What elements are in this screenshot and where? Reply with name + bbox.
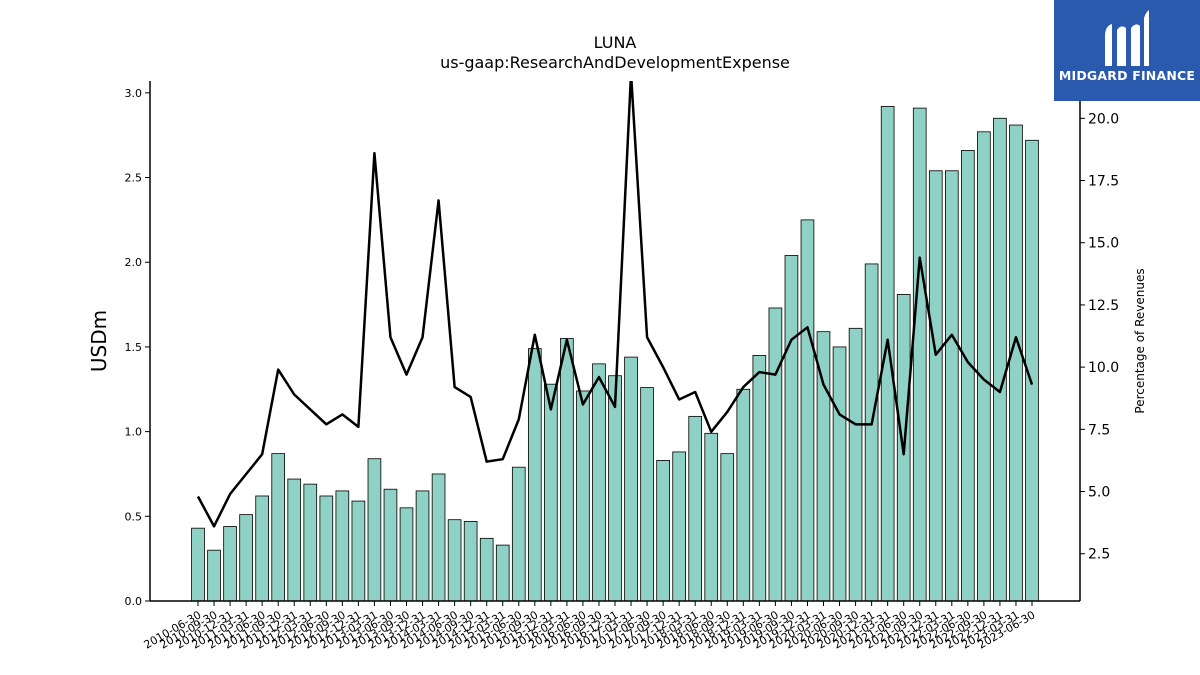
bar	[720, 453, 735, 602]
bar	[944, 170, 959, 602]
bar	[511, 466, 526, 602]
bar	[656, 460, 670, 602]
chart-title: LUNA	[594, 33, 637, 52]
bar	[624, 356, 638, 602]
x-ticks: 2010-06-302010-09-302010-12-312011-03-31…	[142, 601, 1038, 652]
y-axis-label-left: USDm	[87, 310, 111, 372]
y-right-tick-label: 20.0	[1088, 111, 1119, 127]
bar	[527, 348, 542, 602]
y-right-tick-label: 17.5	[1088, 174, 1119, 190]
bar	[544, 383, 558, 602]
bar	[367, 458, 382, 602]
line-series	[196, 81, 1034, 528]
bar	[287, 478, 302, 602]
bar	[752, 354, 767, 602]
bar	[479, 537, 494, 602]
bar	[239, 514, 253, 602]
y-tick-label: 2.0	[125, 256, 143, 269]
bar	[592, 363, 606, 602]
bar	[207, 549, 221, 602]
bar	[912, 107, 927, 602]
bar	[335, 490, 350, 602]
bar	[608, 375, 622, 602]
bar	[303, 483, 318, 602]
chart-subtitle: us-gaap:ResearchAndDevelopmentExpense	[440, 53, 790, 72]
y-tick-label: 3.0	[125, 87, 143, 100]
bar	[576, 390, 590, 602]
bar	[704, 432, 719, 602]
bar	[848, 327, 863, 602]
y-tick-label: 0.0	[125, 595, 143, 608]
bar	[223, 526, 237, 602]
y-right-tick-label: 12.5	[1088, 298, 1119, 314]
percentage-line	[196, 81, 1034, 528]
midgard-m-logo-icon	[1105, 10, 1149, 66]
bar	[415, 490, 430, 602]
bar	[351, 500, 366, 602]
bar	[255, 495, 269, 602]
bar	[688, 415, 703, 602]
bar	[447, 519, 462, 602]
bar	[191, 527, 205, 602]
bar	[463, 520, 478, 602]
bar	[800, 219, 815, 602]
brand-name: MIDGARD FINANCE	[1058, 68, 1196, 83]
y-right-tick-label: 10.0	[1088, 360, 1119, 376]
y-right-tick-label: 15.0	[1088, 236, 1119, 252]
bar	[784, 255, 799, 602]
y-tick-label: 0.5	[125, 510, 143, 523]
bar	[640, 387, 654, 602]
y-right-tick-label: 2.5	[1088, 547, 1110, 563]
bar	[560, 338, 574, 602]
bar	[977, 131, 991, 602]
bar	[319, 495, 334, 602]
bar	[928, 170, 943, 602]
bar	[431, 473, 446, 602]
y-ticks-left: 0.0 0.5 1.0 1.5 2.0 2.5 3.0	[125, 87, 150, 608]
bar	[399, 507, 414, 602]
bar	[864, 263, 879, 602]
y-tick-label: 2.5	[125, 172, 143, 185]
bar	[383, 488, 398, 602]
bar	[880, 106, 895, 602]
bar	[961, 150, 975, 602]
y-right-tick-label: 7.5	[1088, 422, 1110, 438]
brand-logo-box: MIDGARD FINANCE	[1054, 0, 1200, 101]
y-axis-label-right: Percentage of Revenues	[1133, 268, 1147, 413]
bar	[832, 346, 847, 602]
bar	[736, 388, 751, 602]
bar	[495, 544, 510, 602]
bar	[672, 451, 686, 602]
y-tick-label: 1.0	[125, 426, 143, 439]
bar	[1009, 124, 1023, 602]
bar	[271, 453, 286, 602]
y-right-tick-label: 5.0	[1088, 485, 1110, 501]
y-ticks-right: 2.5 5.0 7.5 10.0 12.5 15.0 17.5 20.0	[1080, 111, 1119, 563]
bar	[768, 307, 783, 602]
bar	[993, 117, 1007, 602]
y-tick-label: 1.5	[125, 341, 143, 354]
